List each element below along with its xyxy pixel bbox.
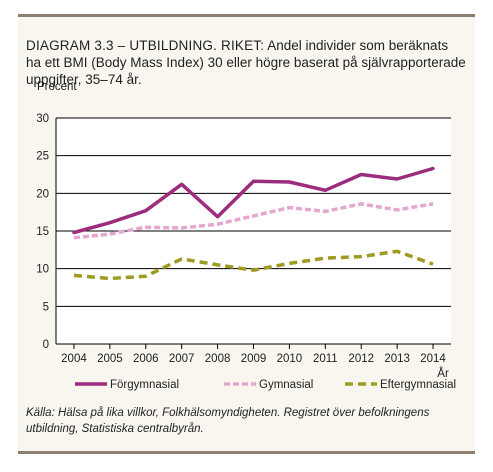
chart-title-lead: DIAGRAM 3.3 – UTBILDNING. RIKET: <box>26 38 265 53</box>
x-axis-label: År <box>437 367 449 380</box>
x-tick-label: 2014 <box>420 353 446 365</box>
chart-title: DIAGRAM 3.3 – UTBILDNING. RIKET: Andel i… <box>26 37 466 88</box>
y-axis-label: Procent <box>37 81 77 93</box>
y-tick-label: 5 <box>43 301 49 313</box>
x-tick-label: 2007 <box>169 353 195 365</box>
y-tick-label: 30 <box>36 113 49 125</box>
x-tick-label: 2004 <box>61 353 87 365</box>
legend-label-eftergymnasial: Eftergymnasial <box>380 379 456 391</box>
chart-title-text: Andel individer som beräknats ha ett BMI… <box>26 38 466 87</box>
x-tick-label: 2006 <box>133 353 159 365</box>
chart-source: Källa: Hälsa på lika villkor, Folkhälsom… <box>26 407 430 435</box>
legend-label-förgymnasial: Förgymnasial <box>110 379 179 391</box>
y-tick-label: 25 <box>36 151 49 163</box>
x-tick-label: 2011 <box>313 353 338 365</box>
x-tick-label: 2005 <box>97 353 123 365</box>
x-tick-label: 2008 <box>205 353 231 365</box>
y-tick-label: 10 <box>36 264 49 276</box>
y-tick-label: 0 <box>43 339 49 351</box>
y-tick-label: 20 <box>36 188 49 200</box>
legend-label-gymnasial: Gymnasial <box>259 379 313 391</box>
x-tick-label: 2010 <box>277 353 303 365</box>
y-tick-label: 15 <box>36 226 49 238</box>
x-tick-label: 2009 <box>241 353 267 365</box>
x-tick-label: 2012 <box>348 353 374 365</box>
x-tick-label: 2013 <box>384 353 410 365</box>
